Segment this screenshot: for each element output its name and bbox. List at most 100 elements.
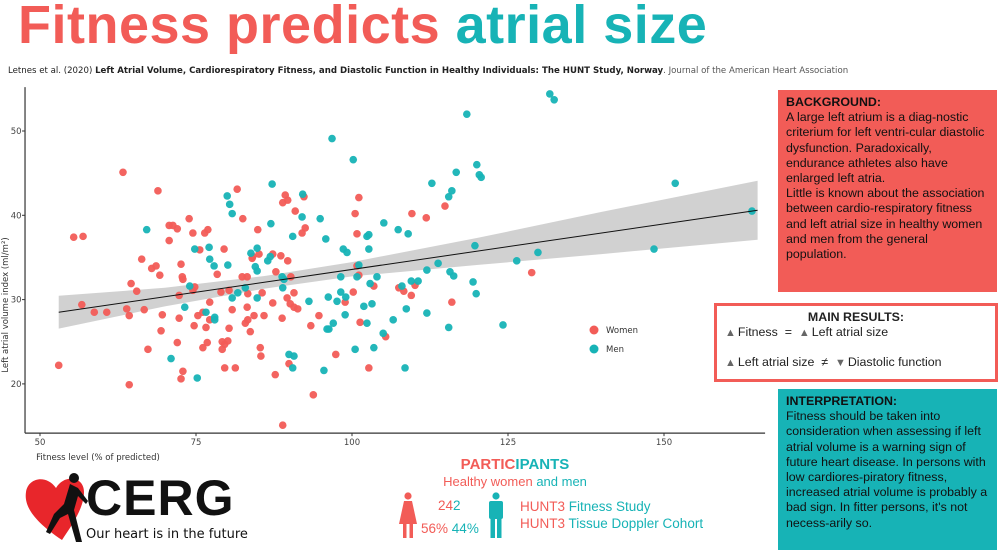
men-point bbox=[471, 241, 479, 250]
women-point bbox=[185, 214, 193, 223]
men-point bbox=[228, 209, 236, 218]
title-part-2: atrial size bbox=[455, 0, 708, 55]
x-tick-label: 100 bbox=[344, 438, 360, 448]
participant-count: 242 bbox=[438, 498, 461, 513]
study-2: HUNT3 Tissue Doppler Cohort bbox=[520, 516, 703, 531]
background-panel: BACKGROUND: A large left atrium is a dia… bbox=[778, 90, 997, 292]
women-point bbox=[278, 198, 287, 207]
women-point bbox=[202, 323, 210, 332]
women-point bbox=[102, 308, 111, 317]
men-point bbox=[349, 155, 358, 164]
women-point bbox=[179, 275, 187, 284]
cerg-heart-runner-logo bbox=[25, 473, 88, 542]
study-2-a: HUNT3 bbox=[520, 516, 569, 531]
result-1-operator: = bbox=[784, 325, 792, 340]
women-point bbox=[260, 311, 268, 320]
result-2-right: Diastolic function bbox=[847, 355, 942, 370]
men-point bbox=[351, 345, 359, 354]
women-point bbox=[291, 207, 300, 215]
arrow-up-icon: ▲ bbox=[725, 357, 736, 370]
men-point bbox=[278, 283, 287, 292]
women-point bbox=[283, 294, 291, 302]
men-point bbox=[394, 225, 402, 234]
women-point bbox=[119, 168, 127, 177]
women-point bbox=[189, 229, 197, 237]
women-point bbox=[243, 316, 252, 324]
women-point bbox=[228, 305, 236, 314]
men-point bbox=[469, 278, 477, 286]
men-point bbox=[210, 316, 219, 324]
men-point bbox=[512, 257, 521, 265]
women-point bbox=[441, 202, 449, 210]
men-point bbox=[241, 283, 250, 292]
women-point bbox=[287, 273, 295, 281]
men-point bbox=[247, 249, 255, 258]
legend-men-marker bbox=[589, 344, 599, 354]
participants-section: PARTICIPANTS Healthy women and men bbox=[400, 456, 630, 489]
men-point bbox=[268, 180, 276, 188]
women-point bbox=[204, 225, 212, 234]
women-point bbox=[243, 303, 251, 311]
man-icon bbox=[489, 492, 503, 538]
men-point bbox=[328, 134, 336, 143]
women-point bbox=[356, 318, 364, 327]
women-point bbox=[125, 380, 134, 389]
women-point bbox=[283, 257, 292, 265]
participants-sub-b: and men bbox=[536, 474, 587, 489]
men-point bbox=[444, 192, 453, 201]
men-point bbox=[434, 259, 442, 268]
men-point bbox=[210, 262, 218, 270]
women-point bbox=[272, 267, 280, 276]
women-point bbox=[127, 279, 135, 288]
logo-name: CERG bbox=[86, 470, 235, 526]
y-tick-label: 20 bbox=[11, 380, 22, 390]
arrow-up-icon: ▲ bbox=[725, 327, 736, 340]
legend-women-label: Women bbox=[606, 326, 638, 336]
women-point bbox=[351, 209, 359, 218]
men-point bbox=[290, 352, 298, 360]
participants-title-a: PARTIC bbox=[460, 456, 516, 473]
men-point bbox=[370, 343, 378, 352]
men-point bbox=[407, 277, 416, 285]
women-point bbox=[173, 224, 182, 233]
men-point bbox=[193, 374, 202, 382]
women-point bbox=[177, 260, 185, 268]
interpretation-panel: INTERPRETATION: Fitness should be taken … bbox=[778, 389, 997, 550]
x-tick-label: 125 bbox=[500, 438, 516, 448]
arrow-up-icon: ▲ bbox=[798, 327, 810, 340]
men-point bbox=[223, 192, 231, 200]
men-point bbox=[305, 297, 313, 306]
legend: Women Men bbox=[589, 325, 638, 355]
women-point bbox=[78, 300, 86, 309]
men-point bbox=[343, 248, 351, 257]
women-point bbox=[258, 289, 266, 297]
legend-women-marker bbox=[589, 325, 599, 335]
result-1-right: Left atrial size bbox=[811, 325, 889, 340]
interpretation-heading: INTERPRETATION: bbox=[786, 394, 898, 408]
count-b: 2 bbox=[453, 498, 461, 513]
men-point bbox=[389, 316, 397, 324]
interpretation-text: Fitness should be taken into considerati… bbox=[786, 409, 988, 530]
study-1-a: HUNT3 bbox=[520, 499, 569, 514]
women-point bbox=[268, 299, 277, 307]
study-1: HUNT3 Fitness Study bbox=[520, 499, 651, 514]
men-point bbox=[180, 303, 189, 311]
men-point bbox=[401, 364, 409, 372]
women-point bbox=[355, 193, 363, 202]
women-point bbox=[278, 314, 286, 322]
men-point bbox=[671, 179, 680, 188]
men-point bbox=[414, 277, 422, 285]
women-point bbox=[175, 291, 183, 300]
women-point bbox=[213, 270, 222, 279]
confidence-band bbox=[58, 180, 758, 329]
men-point bbox=[228, 294, 236, 302]
men-point bbox=[336, 288, 345, 296]
woman-icon bbox=[399, 492, 417, 538]
women-percent: 56% bbox=[421, 521, 449, 536]
men-point bbox=[368, 300, 376, 308]
men-point bbox=[329, 319, 338, 328]
citation-article: Left Atrial Volume, Cardiorespiratory Fi… bbox=[95, 66, 664, 76]
x-tick-label: 50 bbox=[35, 438, 46, 448]
women-point bbox=[290, 289, 298, 297]
men-point bbox=[205, 255, 214, 263]
